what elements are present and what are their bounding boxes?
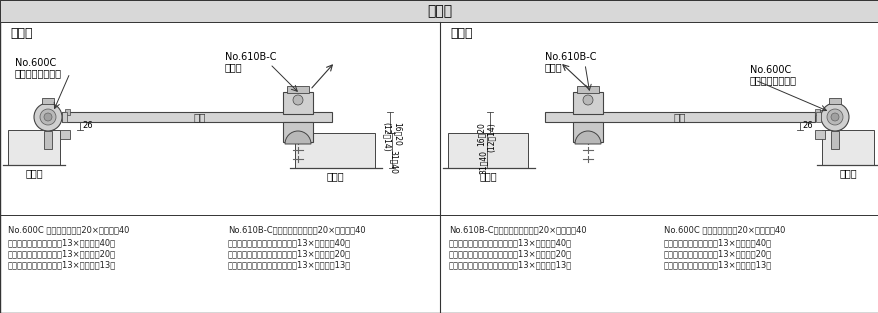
Text: （ドアパネル13×壁パネル20）: （ドアパネル13×壁パネル20） (227, 249, 350, 258)
Wedge shape (284, 131, 311, 144)
Text: パネル: パネル (838, 168, 856, 178)
Bar (579, 133, 589, 142)
Circle shape (826, 109, 842, 125)
Bar (828, 98, 840, 104)
Text: No.610B-C　外開：ドアパネル20×壁パネル40: No.610B-C 外開：ドアパネル20×壁パネル40 (449, 225, 586, 234)
Text: （ドアパネル13×壁パネル13）: （ドアパネル13×壁パネル13） (663, 260, 772, 269)
Text: 右勝手: 右勝手 (10, 27, 32, 40)
Bar (572, 122, 602, 142)
Text: ドア: ドア (673, 112, 686, 122)
Text: No.600C: No.600C (15, 58, 56, 68)
Bar (62, 112, 332, 122)
Bar (821, 130, 873, 165)
Circle shape (830, 113, 838, 121)
Text: グレビティヒンジ: グレビティヒンジ (749, 75, 796, 85)
Circle shape (582, 95, 593, 105)
Text: 打掛錠: 打掛錠 (544, 62, 562, 72)
Text: 外　開: 外 開 (427, 4, 451, 18)
Text: （ドアパネル13×壁パネル40）: （ドアパネル13×壁パネル40） (663, 238, 771, 247)
Text: 左勝手: 左勝手 (450, 27, 472, 40)
Text: 16～20
(12～14): 16～20 (12～14) (476, 122, 495, 152)
Text: No.600C 左：ドアパネル20×壁パネル40: No.600C 左：ドアパネル20×壁パネル40 (663, 225, 784, 234)
Circle shape (34, 103, 62, 131)
Text: （ドアパネル13×壁パネル40）: （ドアパネル13×壁パネル40） (8, 238, 116, 247)
Text: 26: 26 (82, 121, 92, 131)
Bar (42, 98, 54, 104)
Text: No.600C: No.600C (749, 65, 790, 75)
Text: グレビティヒンジ: グレビティヒンジ (15, 68, 62, 78)
Circle shape (820, 103, 848, 131)
Text: No.600C 右：ドアパネル20×壁パネル40: No.600C 右：ドアパネル20×壁パネル40 (8, 225, 129, 234)
Bar (572, 92, 602, 114)
Text: No.610B-C: No.610B-C (544, 52, 596, 62)
Bar (576, 86, 598, 93)
Bar (295, 133, 375, 168)
Bar (814, 130, 824, 139)
Circle shape (44, 113, 52, 121)
Text: （ドアパネル13×壁パネル13）: （ドアパネル13×壁パネル13） (227, 260, 351, 269)
Text: パネル: パネル (25, 168, 43, 178)
Bar (290, 133, 299, 142)
Text: （ドアパネル13×壁パネル20）: （ドアパネル13×壁パネル20） (663, 249, 771, 258)
Bar (8, 130, 60, 165)
Text: ドア: ドア (193, 112, 206, 122)
Bar (283, 122, 313, 142)
Bar (544, 112, 814, 122)
Text: （ドアパネル13×壁パネル20）: （ドアパネル13×壁パネル20） (8, 249, 116, 258)
Bar (60, 130, 70, 139)
Bar (830, 131, 838, 149)
Bar (287, 86, 309, 93)
Wedge shape (574, 131, 601, 144)
Bar (283, 92, 313, 114)
Text: 打掛錠: 打掛錠 (225, 62, 242, 72)
Text: （ドアパネル13×壁パネル40）: （ドアパネル13×壁パネル40） (227, 238, 350, 247)
Bar (65, 109, 70, 115)
Bar (814, 109, 819, 115)
Bar (0, 0, 878, 22)
Text: パネル: パネル (326, 171, 343, 181)
Text: （ドアパネル13×壁パネル13）: （ドアパネル13×壁パネル13） (449, 260, 572, 269)
Text: No.610B-C: No.610B-C (225, 52, 277, 62)
Text: 16～20
(12～14): 16～20 (12～14) (382, 122, 401, 152)
Bar (44, 131, 52, 149)
Bar (62, 112, 67, 122)
Text: （ドアパネル13×壁パネル40）: （ドアパネル13×壁パネル40） (449, 238, 572, 247)
Bar (815, 112, 820, 122)
Text: No.610B-C　外開：ドアパネル20×壁パネル40: No.610B-C 外開：ドアパネル20×壁パネル40 (227, 225, 365, 234)
Text: 26: 26 (801, 121, 811, 131)
Circle shape (40, 109, 56, 125)
Text: （ドアパネル13×壁パネル20）: （ドアパネル13×壁パネル20） (449, 249, 572, 258)
Text: （ドアパネル13×壁パネル13）: （ドアパネル13×壁パネル13） (8, 260, 116, 269)
Text: 31～40: 31～40 (478, 151, 487, 175)
Text: パネル: パネル (479, 171, 496, 181)
Text: 31～40: 31～40 (389, 151, 398, 175)
Circle shape (292, 95, 303, 105)
Bar (448, 133, 528, 168)
